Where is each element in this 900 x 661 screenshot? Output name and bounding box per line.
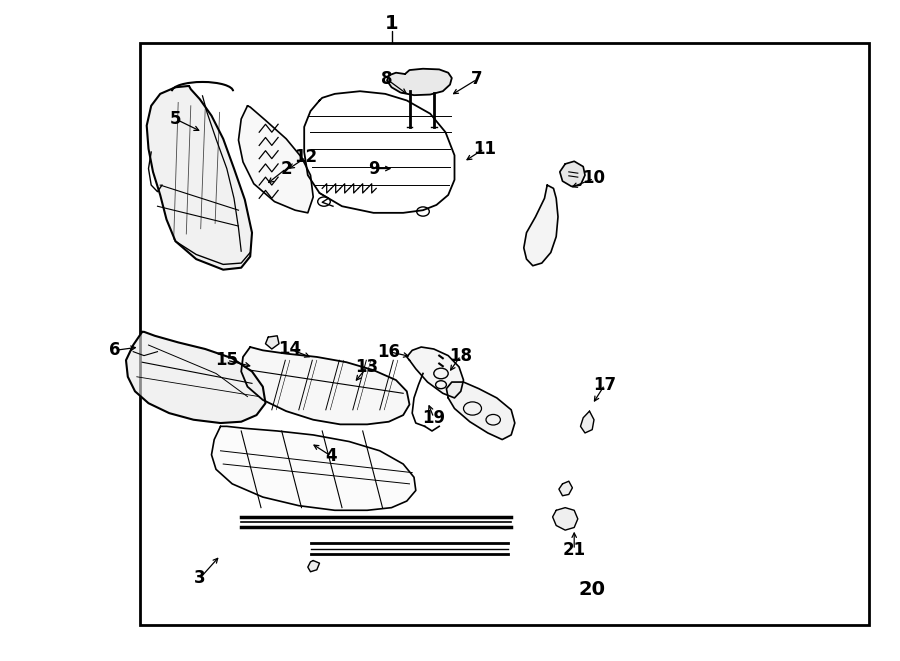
Polygon shape: [387, 69, 452, 95]
Polygon shape: [553, 508, 578, 530]
Text: 6: 6: [110, 341, 121, 360]
Polygon shape: [446, 382, 515, 440]
Polygon shape: [524, 185, 558, 266]
Polygon shape: [407, 347, 464, 398]
Text: 19: 19: [422, 408, 446, 427]
Polygon shape: [238, 106, 313, 213]
Polygon shape: [559, 481, 572, 496]
Polygon shape: [560, 161, 585, 186]
Text: 15: 15: [215, 351, 238, 369]
Polygon shape: [308, 561, 320, 572]
Text: 8: 8: [382, 70, 392, 89]
Text: 14: 14: [278, 340, 302, 358]
Text: 1: 1: [384, 14, 399, 32]
Text: 7: 7: [472, 70, 482, 89]
Polygon shape: [126, 332, 266, 423]
Bar: [140, 43, 868, 625]
Text: 20: 20: [579, 580, 606, 599]
Polygon shape: [147, 86, 252, 270]
Text: 18: 18: [449, 346, 473, 365]
Text: 16: 16: [377, 342, 400, 361]
Text: 12: 12: [294, 148, 318, 167]
Text: 5: 5: [170, 110, 181, 128]
Text: 2: 2: [281, 159, 292, 178]
Polygon shape: [266, 336, 279, 349]
Text: 9: 9: [368, 159, 379, 178]
Polygon shape: [241, 347, 410, 424]
Text: 3: 3: [194, 569, 205, 588]
Text: 13: 13: [356, 358, 379, 376]
Text: 11: 11: [472, 139, 496, 158]
Polygon shape: [580, 411, 594, 433]
Text: 17: 17: [593, 375, 616, 394]
Text: 10: 10: [582, 169, 606, 188]
Polygon shape: [212, 426, 416, 510]
Text: 21: 21: [562, 541, 586, 559]
Text: 4: 4: [326, 447, 337, 465]
